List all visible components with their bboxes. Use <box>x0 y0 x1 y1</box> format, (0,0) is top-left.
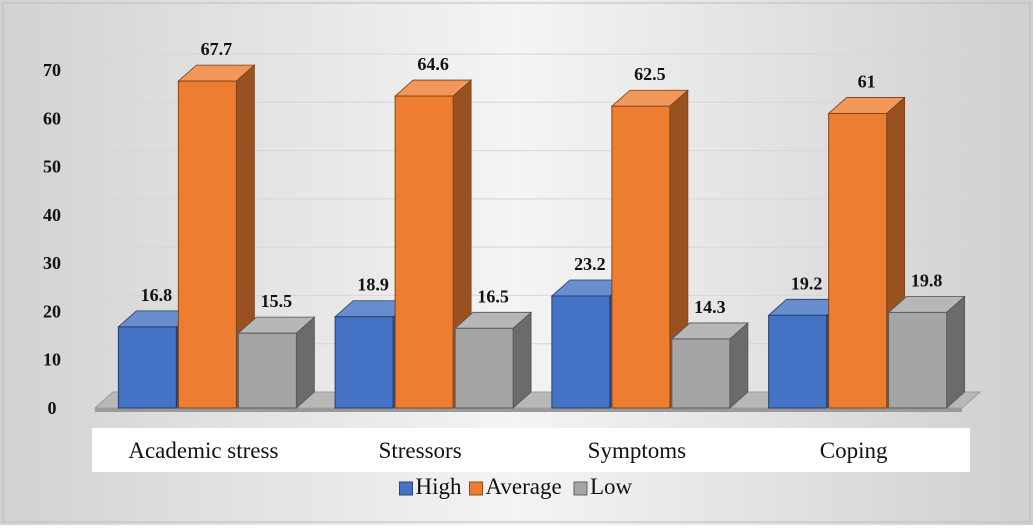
bar-front <box>117 326 177 409</box>
data-label: 67.7 <box>201 39 233 59</box>
bar-side <box>946 295 966 409</box>
legend-item-average: Average <box>469 474 562 499</box>
gridline-side <box>94 101 114 119</box>
bar-front <box>828 112 888 409</box>
legend-swatch <box>469 481 483 496</box>
chart-border <box>2 2 1031 523</box>
bar-front <box>334 316 394 409</box>
bar-average-academic-stress <box>177 64 256 409</box>
x-tick-label: Academic stress <box>128 438 278 463</box>
legend-label: High <box>416 474 463 499</box>
x-tick-label: Symptoms <box>588 438 686 463</box>
gridline-side <box>94 295 114 312</box>
y-tick-label: 10 <box>43 350 61 370</box>
gridline-side <box>94 150 114 167</box>
data-label: 16.8 <box>141 285 173 305</box>
legend: High Average Low <box>399 474 633 499</box>
bar-front <box>454 327 514 409</box>
gridline-side <box>94 53 114 71</box>
data-label: 23.2 <box>574 254 606 274</box>
data-label: 61 <box>858 71 876 91</box>
legend-item-low: Low <box>573 474 633 499</box>
bar-low-academic-stress <box>237 316 316 409</box>
y-tick-label: 30 <box>43 253 61 273</box>
bar-low-symptoms <box>670 322 749 409</box>
bar-front <box>177 80 237 409</box>
bar-low-coping <box>887 295 966 409</box>
data-label: 15.5 <box>261 291 293 311</box>
y-tick-label: 70 <box>43 60 61 80</box>
bar-front <box>768 314 828 409</box>
y-tick-label: 60 <box>43 108 61 128</box>
data-label: 19.8 <box>911 270 943 290</box>
bar-front <box>394 95 454 409</box>
y-tick-label: 40 <box>43 205 61 225</box>
bars <box>117 64 966 409</box>
data-label: 16.5 <box>477 286 509 306</box>
data-label: 18.9 <box>357 275 389 295</box>
bar-front <box>551 295 611 409</box>
bar-front <box>611 105 671 409</box>
y-axis: 0 10 20 30 40 50 60 70 <box>43 60 61 418</box>
bar-front <box>888 311 948 409</box>
legend-item-high: High <box>399 474 463 499</box>
x-tick-label: Stressors <box>379 438 462 463</box>
y-tick-label: 0 <box>48 398 57 418</box>
bar-front <box>671 338 731 409</box>
data-labels: 16.8 67.7 15.5 18.9 64.6 16.5 23.2 62.5 14.3 19.2… <box>141 39 943 317</box>
bar-side <box>512 311 532 409</box>
y-tick-label: 50 <box>43 157 61 177</box>
bar-front <box>237 332 297 409</box>
gridline-side <box>94 343 114 361</box>
gridline-side <box>94 246 114 264</box>
legend-swatch <box>399 481 413 496</box>
floor-edge <box>95 408 962 412</box>
x-axis: Academic stress Stressors Symptoms Coping <box>92 428 970 472</box>
y-tick-label: 20 <box>43 301 61 321</box>
legend-label: Average <box>486 474 562 499</box>
data-label: 14.3 <box>694 297 726 317</box>
data-label: 19.2 <box>791 273 823 293</box>
legend-swatch <box>573 481 588 496</box>
data-label: 62.5 <box>634 64 666 84</box>
data-label: 64.6 <box>417 54 449 74</box>
gridline-side <box>94 198 114 216</box>
x-tick-label: Coping <box>820 438 888 463</box>
legend-label: Low <box>590 474 633 499</box>
bar-low-stressors <box>454 311 533 409</box>
x-axis-band <box>92 428 970 472</box>
